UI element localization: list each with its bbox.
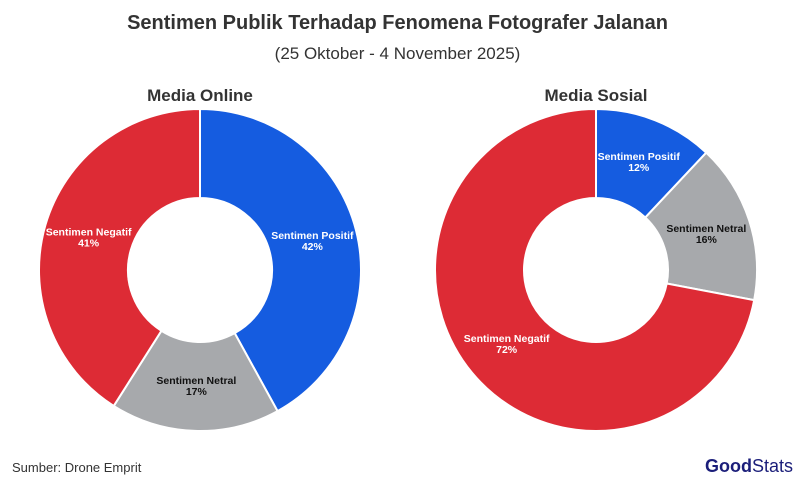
slice-label: Sentimen Netral: [156, 375, 236, 387]
slice-value: 12%: [628, 162, 650, 174]
chart-title-1: Media Sosial: [545, 86, 648, 105]
slice-sentimen-netral: [643, 151, 758, 302]
chart-subtitle: (25 Oktober - 4 November 2025): [274, 44, 521, 63]
slice-value: 41%: [78, 238, 100, 250]
slice-sentimen-negatif: [38, 107, 201, 408]
slice-sentimen-positif: [199, 107, 362, 413]
chart-title: Sentimen Publik Terhadap Fenomena Fotogr…: [127, 12, 668, 34]
slice-label: Sentimen Negatif: [46, 227, 132, 239]
chart-title-0: Media Online: [147, 86, 253, 105]
slice-label: Sentimen Positif: [598, 151, 681, 163]
slice-value: 72%: [496, 344, 518, 356]
goodstats-logo: GoodStats: [705, 456, 794, 476]
slice-value: 42%: [302, 241, 324, 253]
slice-label: Sentimen Positif: [271, 230, 354, 242]
slice-sentimen-negatif: [434, 107, 756, 432]
source-note: Sumber: Drone Emprit: [12, 460, 142, 475]
slice-value: 17%: [186, 386, 208, 398]
slice-sentimen-netral: [112, 329, 279, 432]
slice-label: Sentimen Netral: [666, 223, 746, 235]
slice-value: 16%: [696, 234, 718, 246]
slice-label: Sentimen Negatif: [464, 333, 550, 345]
